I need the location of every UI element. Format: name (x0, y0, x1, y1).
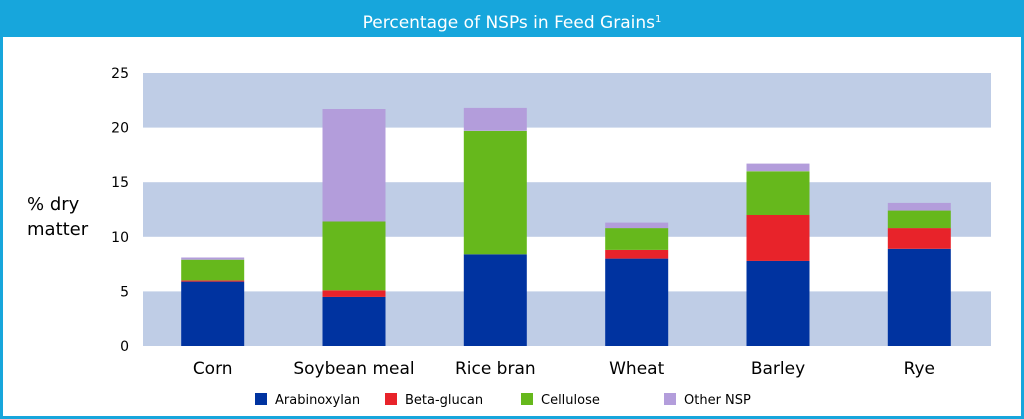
title-footnote: 1 (654, 14, 662, 25)
legend: Arabinoxylan Beta-glucan Cellulose Other NS… (255, 393, 751, 408)
grid-band (143, 182, 991, 237)
y-axis-label-line-1: % dry (27, 194, 80, 215)
x-tick-label: Rice bran (455, 359, 536, 379)
chart-plot: 0 5 10 15 20 25 Corn Soybean meal Rice bran Whea… (111, 66, 991, 408)
y-ticks: 0 5 10 15 20 25 (111, 66, 129, 355)
grid-bands (143, 73, 991, 346)
grid-band (143, 291, 991, 346)
bar-segment (463, 254, 527, 346)
x-tick-label: Soybean meal (293, 359, 414, 379)
chart-title-text: Percentage of NSPs in Feed Grains (362, 13, 655, 33)
bar-segment (887, 248, 951, 346)
legend-label: Other NSP (684, 393, 751, 408)
bar-segment (181, 280, 245, 282)
y-tick-label: 5 (120, 284, 129, 300)
bar-segment (605, 228, 669, 250)
bar-segment (181, 257, 245, 260)
bar-segment (605, 258, 669, 346)
y-axis-label: % dry matter (27, 192, 107, 242)
bar-segment (463, 107, 527, 131)
bar-segment (322, 296, 386, 346)
bar-segment (746, 260, 810, 346)
chart-title: Percentage of NSPs in Feed Grains1 (3, 3, 1021, 37)
bar-segment (181, 259, 245, 281)
legend-label: Arabinoxylan (275, 393, 360, 408)
bar-segment (322, 221, 386, 291)
legend-swatch (385, 393, 397, 405)
x-tick-label: Corn (193, 359, 233, 379)
bar-segment (746, 215, 810, 261)
legend-label: Cellulose (541, 393, 600, 408)
legend-label: Beta-glucan (405, 393, 483, 408)
bar-segment (322, 109, 386, 222)
x-tick-label: Wheat (609, 359, 664, 379)
y-axis-label-line-2: matter (27, 219, 89, 240)
title-bar: Percentage of NSPs in Feed Grains1 (3, 3, 1021, 37)
bar-segment (887, 228, 951, 249)
bars (181, 107, 951, 346)
grid-band (143, 73, 991, 128)
bar-segment (181, 281, 245, 346)
y-tick-label: 20 (111, 121, 129, 137)
bar-segment (746, 163, 810, 172)
x-tick-label: Rye (904, 359, 935, 379)
bar-segment (605, 249, 669, 259)
y-tick-label: 10 (111, 230, 129, 246)
bar-segment (746, 171, 810, 215)
bar-segment (463, 130, 527, 255)
bar-segment (887, 210, 951, 229)
legend-swatch (521, 393, 533, 405)
bar-segment (887, 202, 951, 211)
x-tick-label: Barley (751, 359, 805, 379)
legend-swatch (255, 393, 267, 405)
x-tick-labels: Corn Soybean meal Rice bran Wheat Barley Rye (193, 359, 935, 379)
bar-segment (605, 222, 669, 229)
y-tick-label: 25 (111, 66, 129, 82)
legend-swatch (664, 393, 676, 405)
bar-segment (322, 290, 386, 297)
y-tick-label: 15 (111, 175, 129, 191)
y-tick-label: 0 (120, 339, 129, 355)
